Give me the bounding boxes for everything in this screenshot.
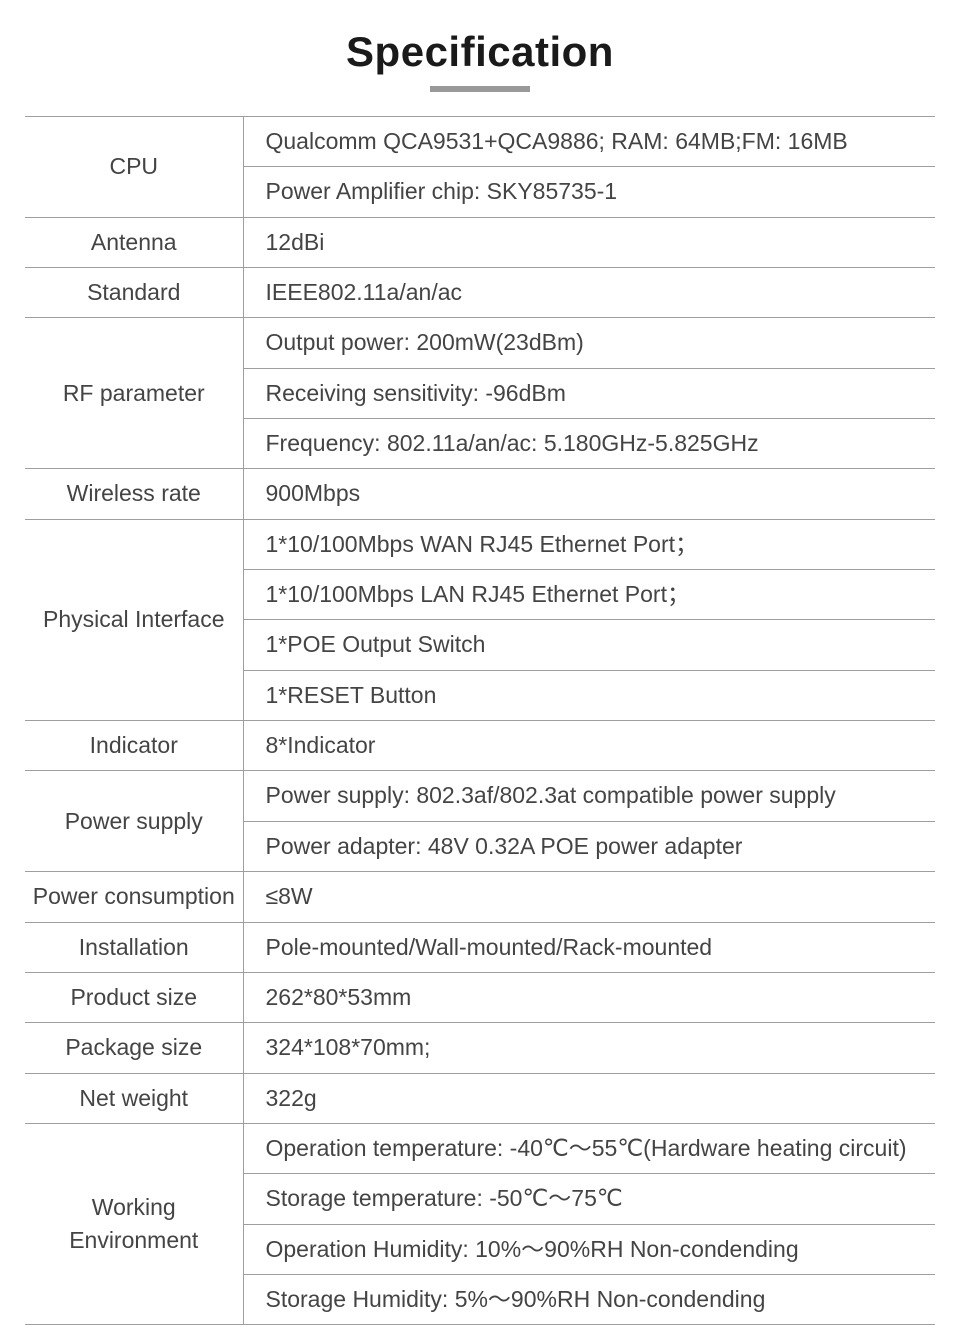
row-value: 8*Indicator xyxy=(243,721,935,771)
row-value: Power supply: 802.3af/802.3at compatible… xyxy=(243,771,935,821)
table-row: Power consumption ≤8W xyxy=(25,872,935,922)
table-row: CPU Qualcomm QCA9531+QCA9886; RAM: 64MB;… xyxy=(25,117,935,167)
title-block: Specification xyxy=(0,0,960,116)
row-value: Operation Humidity: 10%～90%RH Non-conden… xyxy=(243,1224,935,1274)
table-row: Working Environment Operation temperatur… xyxy=(25,1123,935,1173)
table-row: Installation Pole-mounted/Wall-mounted/R… xyxy=(25,922,935,972)
row-value: Power Amplifier chip: SKY85735-1 xyxy=(243,167,935,217)
row-value: 12dBi xyxy=(243,217,935,267)
row-label: Power consumption xyxy=(25,872,243,922)
row-label: CPU xyxy=(25,117,243,218)
table-row: Net weight 322g xyxy=(25,1073,935,1123)
row-label: Installation xyxy=(25,922,243,972)
row-value: 324*108*70mm; xyxy=(243,1023,935,1073)
table-row: Antenna 12dBi xyxy=(25,217,935,267)
row-value: 1*10/100Mbps LAN RJ45 Ethernet Port； xyxy=(243,570,935,620)
row-label: Wireless rate xyxy=(25,469,243,519)
table-row: RF parameter Output power: 200mW(23dBm) xyxy=(25,318,935,368)
spec-table: CPU Qualcomm QCA9531+QCA9886; RAM: 64MB;… xyxy=(25,116,935,1325)
title-underline xyxy=(430,86,530,92)
row-value: IEEE802.11a/an/ac xyxy=(243,268,935,318)
row-label: Working Environment xyxy=(25,1123,243,1324)
table-row: Physical Interface 1*10/100Mbps WAN RJ45… xyxy=(25,519,935,569)
table-row: Package size 324*108*70mm; xyxy=(25,1023,935,1073)
row-value: 1*10/100Mbps WAN RJ45 Ethernet Port； xyxy=(243,519,935,569)
row-label: Antenna xyxy=(25,217,243,267)
row-value: Frequency: 802.11a/an/ac: 5.180GHz-5.825… xyxy=(243,419,935,469)
row-value: Storage temperature: -50℃～75℃ xyxy=(243,1174,935,1224)
table-row: Power supply Power supply: 802.3af/802.3… xyxy=(25,771,935,821)
spec-table-body: CPU Qualcomm QCA9531+QCA9886; RAM: 64MB;… xyxy=(25,117,935,1325)
row-label: Package size xyxy=(25,1023,243,1073)
row-value: Power adapter: 48V 0.32A POE power adapt… xyxy=(243,821,935,871)
row-value: ≤8W xyxy=(243,872,935,922)
row-label: Power supply xyxy=(25,771,243,872)
row-value: Pole-mounted/Wall-mounted/Rack-mounted xyxy=(243,922,935,972)
row-label: Indicator xyxy=(25,721,243,771)
row-value: Qualcomm QCA9531+QCA9886; RAM: 64MB;FM: … xyxy=(243,117,935,167)
table-row: Product size 262*80*53mm xyxy=(25,972,935,1022)
row-value: 1*POE Output Switch xyxy=(243,620,935,670)
table-row: Indicator 8*Indicator xyxy=(25,721,935,771)
row-value: 322g xyxy=(243,1073,935,1123)
table-row: Wireless rate 900Mbps xyxy=(25,469,935,519)
row-label: Product size xyxy=(25,972,243,1022)
table-row: Standard IEEE802.11a/an/ac xyxy=(25,268,935,318)
row-label: Net weight xyxy=(25,1073,243,1123)
row-value: Operation temperature: -40℃～55℃(Hardware… xyxy=(243,1123,935,1173)
row-value: Storage Humidity: 5%～90%RH Non-condendin… xyxy=(243,1274,935,1324)
page-title: Specification xyxy=(0,28,960,76)
row-value: Output power: 200mW(23dBm) xyxy=(243,318,935,368)
row-label: RF parameter xyxy=(25,318,243,469)
row-label: Physical Interface xyxy=(25,519,243,720)
row-value: 262*80*53mm xyxy=(243,972,935,1022)
row-value: Receiving sensitivity: -96dBm xyxy=(243,368,935,418)
row-value: 900Mbps xyxy=(243,469,935,519)
row-label: Standard xyxy=(25,268,243,318)
row-value: 1*RESET Button xyxy=(243,670,935,720)
